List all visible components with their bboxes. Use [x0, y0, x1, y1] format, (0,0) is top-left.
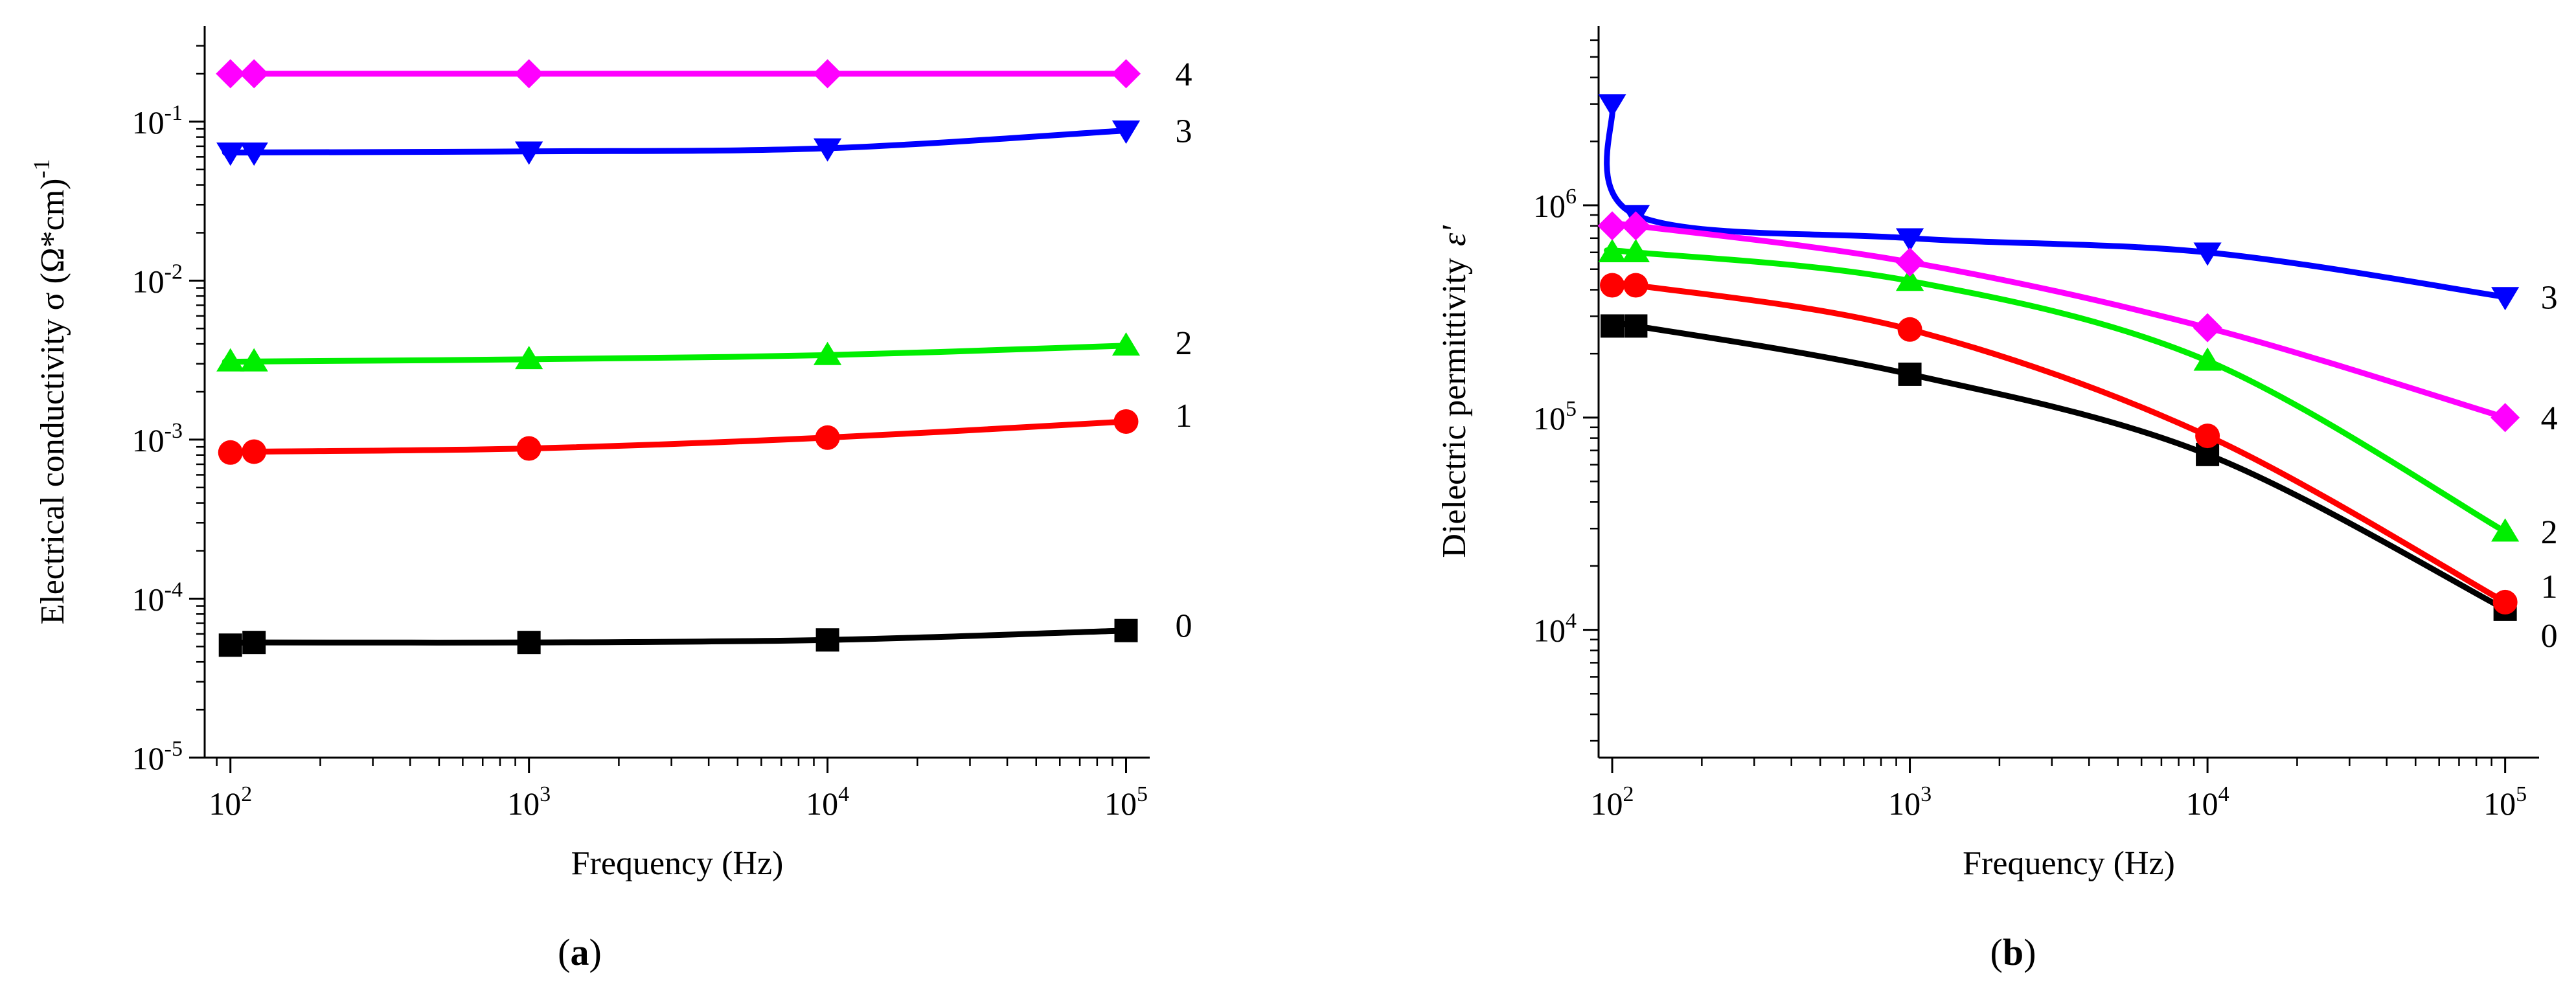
series-label: 1 [1176, 398, 1192, 435]
data-point [1111, 59, 1141, 89]
data-point [1895, 228, 1924, 252]
series-label: 1 [2541, 569, 2558, 605]
data-point [1597, 211, 1627, 241]
series-2: 2 [1598, 239, 2558, 551]
series-label: 0 [1176, 608, 1192, 645]
data-point [1111, 332, 1141, 356]
series-label: 3 [2541, 280, 2558, 317]
data-point [1897, 317, 1922, 342]
data-point [2491, 518, 2520, 542]
series-0: 0 [218, 608, 1192, 657]
data-point [815, 628, 839, 652]
data-point [515, 346, 543, 370]
series-0: 0 [1601, 314, 2558, 655]
x-axis-title: Frequency (Hz) [1963, 845, 2175, 882]
series-label: 2 [1176, 325, 1192, 362]
data-point [240, 348, 268, 372]
y-axis-title: Dielectric permittivityε' [1436, 225, 1473, 558]
series-label: 4 [1176, 56, 1192, 93]
y-tick-label: 10-4 [132, 578, 183, 617]
data-point [2193, 242, 2222, 266]
series-2: 2 [216, 325, 1192, 372]
panel-a-conductivity-chart: 102 103 104 10510-510-410-310-210-1Frequenc… [28, 26, 1192, 882]
data-point [1111, 120, 1141, 144]
data-point [2195, 424, 2220, 449]
series-1: 1 [1600, 273, 2558, 615]
data-point [1895, 267, 1924, 291]
data-point [813, 138, 842, 162]
data-point [1114, 618, 1138, 642]
data-point [2491, 287, 2520, 311]
series-label: 3 [1176, 113, 1192, 150]
data-point [218, 633, 242, 657]
data-point [242, 631, 266, 655]
data-point [239, 59, 269, 89]
y-tick-label: 10-3 [132, 419, 183, 458]
series-3: 3 [216, 113, 1192, 166]
data-point [2193, 347, 2222, 371]
data-point [516, 436, 541, 461]
data-point [813, 59, 843, 89]
series-3: 3 [1598, 94, 2558, 317]
data-point [2492, 589, 2518, 615]
x-tick-label: 102 [209, 782, 252, 822]
data-point [216, 59, 245, 89]
y-tick-label: 10-1 [132, 101, 183, 141]
x-tick-label: 103 [507, 782, 551, 822]
data-point [1113, 409, 1139, 434]
data-point [240, 142, 268, 166]
series-1: 1 [218, 398, 1192, 465]
x-tick-label: 104 [806, 782, 849, 822]
y-axis-title: Electrical conductivity σ (Ω*cm)-1 [28, 159, 71, 625]
data-point [1600, 273, 1625, 298]
data-point [1598, 239, 1626, 263]
data-point [2193, 313, 2222, 343]
x-tick-label: 102 [1591, 782, 1634, 822]
data-point [1621, 239, 1650, 263]
series-label: 2 [2541, 514, 2558, 551]
series-label: 0 [2541, 618, 2558, 655]
data-point [1898, 362, 1922, 386]
x-tick-label: 104 [2186, 782, 2229, 822]
series-label: 4 [2541, 400, 2558, 437]
series-line [1604, 103, 2506, 300]
data-point [218, 440, 243, 465]
data-point [216, 142, 245, 166]
data-point [1601, 314, 1624, 338]
data-point [1624, 314, 1648, 338]
x-tick-label: 105 [1104, 782, 1148, 822]
y-tick-label: 105 [1533, 397, 1577, 436]
data-point [517, 631, 541, 655]
data-point [813, 341, 842, 365]
y-tick-label: 106 [1533, 185, 1577, 224]
x-axis-title: Frequency (Hz) [571, 845, 784, 882]
series-4: 4 [1597, 211, 2558, 437]
data-point [1623, 273, 1648, 298]
series-4: 4 [216, 56, 1192, 93]
data-point [216, 348, 245, 372]
y-tick-label: 10-2 [132, 260, 183, 299]
y-tick-label: 10-5 [132, 737, 183, 776]
data-point [2491, 403, 2520, 433]
data-point [1895, 247, 1925, 277]
data-point [1621, 211, 1650, 241]
x-tick-label: 105 [2483, 782, 2527, 822]
data-point [815, 425, 840, 450]
x-tick-label: 103 [1888, 782, 1932, 822]
data-point [242, 439, 267, 464]
panel-a-label: (a) [558, 931, 602, 973]
data-point [1598, 94, 1626, 118]
panel-b-label: (b) [1990, 931, 2036, 973]
data-point [514, 59, 544, 89]
data-point [515, 141, 543, 165]
y-tick-label: 104 [1533, 609, 1577, 649]
